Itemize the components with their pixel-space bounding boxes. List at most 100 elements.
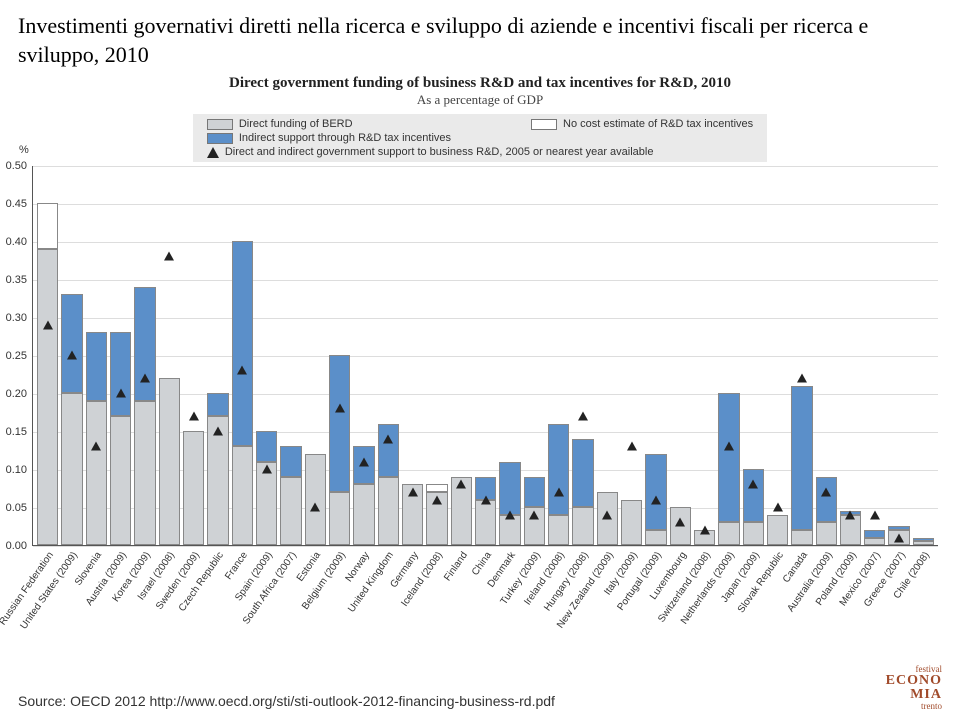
triangle-marker-icon <box>335 404 345 413</box>
country-column <box>840 166 861 545</box>
source-line: Source: OECD 2012 http://www.oecd.org/st… <box>18 693 555 709</box>
stacked-bar <box>232 241 253 545</box>
legend-nocost: No cost estimate of R&D tax incentives <box>531 118 753 130</box>
y-tick-label: 0.25 <box>0 350 27 362</box>
country-column <box>475 166 496 545</box>
bar-segment-indirect <box>280 446 301 476</box>
triangle-marker-icon <box>578 412 588 421</box>
x-tick: Netherlands (2009) <box>718 546 739 696</box>
x-tick: Hungary (2008) <box>572 546 593 696</box>
stacked-bar <box>913 538 934 546</box>
stacked-bar <box>305 454 326 545</box>
triangle-marker-icon <box>748 480 758 489</box>
bar-segment-direct <box>743 522 764 545</box>
triangle-marker-icon <box>213 427 223 436</box>
y-axis-label: % <box>19 144 29 156</box>
legend-total05: Direct and indirect government support t… <box>207 146 753 158</box>
country-column <box>670 166 691 545</box>
legend-indirect-label: Indirect support through R&D tax incenti… <box>239 132 451 144</box>
country-column <box>499 166 520 545</box>
stacked-bar <box>329 355 350 545</box>
x-tick: New Zealand (2009) <box>596 546 617 696</box>
country-column <box>888 166 909 545</box>
bar-segment-direct <box>840 515 861 545</box>
x-tick: South Africa (2007) <box>279 546 300 696</box>
y-tick-label: 0.05 <box>0 502 27 514</box>
stacked-bar <box>767 515 788 545</box>
country-column <box>329 166 350 545</box>
bar-segment-indirect <box>378 424 399 477</box>
x-tick: Austria (2009) <box>109 546 130 696</box>
triangle-marker-icon <box>207 147 219 158</box>
x-tick: Italy (2009) <box>620 546 641 696</box>
stacked-bar <box>183 431 204 545</box>
y-tick-label: 0.10 <box>0 464 27 476</box>
country-column <box>232 166 253 545</box>
bar-segment-direct <box>134 401 155 545</box>
triangle-marker-icon <box>700 526 710 535</box>
stacked-bar <box>207 393 228 545</box>
stacked-bar <box>280 446 301 545</box>
country-column <box>305 166 326 545</box>
x-tick: Canada <box>791 546 812 696</box>
page-title: Investimenti governativi diretti nella r… <box>18 12 942 69</box>
chart-subtitle: As a percentage of GDP <box>18 92 942 108</box>
country-column <box>767 166 788 545</box>
x-tick: Russian Federation <box>36 546 57 696</box>
bar-segment-indirect <box>645 454 666 530</box>
x-tick: Mexico (2007) <box>864 546 885 696</box>
swatch-nocost-icon <box>531 119 557 130</box>
logo-bot: MIA <box>886 688 942 702</box>
triangle-marker-icon <box>651 495 661 504</box>
triangle-marker-icon <box>554 488 564 497</box>
bar-segment-indirect <box>572 439 593 507</box>
bar-segment-indirect <box>791 386 812 530</box>
stacked-bar <box>791 386 812 546</box>
x-tick: Australia (2009) <box>815 546 836 696</box>
x-tick: Switzerland (2008) <box>693 546 714 696</box>
triangle-marker-icon <box>67 351 77 360</box>
bar-segment-indirect <box>743 469 764 522</box>
bar-segment-indirect <box>816 477 837 523</box>
triangle-marker-icon <box>602 510 612 519</box>
bar-segment-direct <box>767 515 788 545</box>
country-column <box>159 166 180 545</box>
bars-container <box>33 166 938 545</box>
x-tick: Norway <box>352 546 373 696</box>
country-column <box>134 166 155 545</box>
stacked-bar <box>86 332 107 545</box>
country-column <box>597 166 618 545</box>
country-column <box>913 166 934 545</box>
x-tick: Japan (2009) <box>742 546 763 696</box>
triangle-marker-icon <box>432 495 442 504</box>
triangle-marker-icon <box>262 465 272 474</box>
bar-segment-indirect <box>232 241 253 446</box>
y-tick-label: 0.45 <box>0 198 27 210</box>
stacked-bar <box>572 439 593 545</box>
bar-segment-direct <box>353 484 374 545</box>
bar-segment-indirect <box>256 431 277 461</box>
bar-segment-direct <box>256 462 277 546</box>
x-tick: Iceland (2008) <box>426 546 447 696</box>
legend-direct: Direct funding of BERD <box>207 118 451 130</box>
bar-segment-indirect <box>864 530 885 538</box>
bar-segment-direct <box>572 507 593 545</box>
bar-segment-direct <box>305 454 326 545</box>
triangle-marker-icon <box>724 442 734 451</box>
triangle-marker-icon <box>529 510 539 519</box>
bar-segment-direct <box>232 446 253 545</box>
bar-segment-direct <box>816 522 837 545</box>
country-column <box>37 166 58 545</box>
triangle-marker-icon <box>773 503 783 512</box>
x-tick: Estonia <box>304 546 325 696</box>
country-column <box>256 166 277 545</box>
triangle-marker-icon <box>164 252 174 261</box>
x-tick: Israel (2008) <box>158 546 179 696</box>
triangle-marker-icon <box>189 412 199 421</box>
country-column <box>791 166 812 545</box>
bar-segment-direct <box>378 477 399 545</box>
x-tick: Germany <box>401 546 422 696</box>
stacked-bar <box>61 294 82 545</box>
stacked-bar <box>621 500 642 546</box>
bar-segment-direct <box>37 249 58 545</box>
